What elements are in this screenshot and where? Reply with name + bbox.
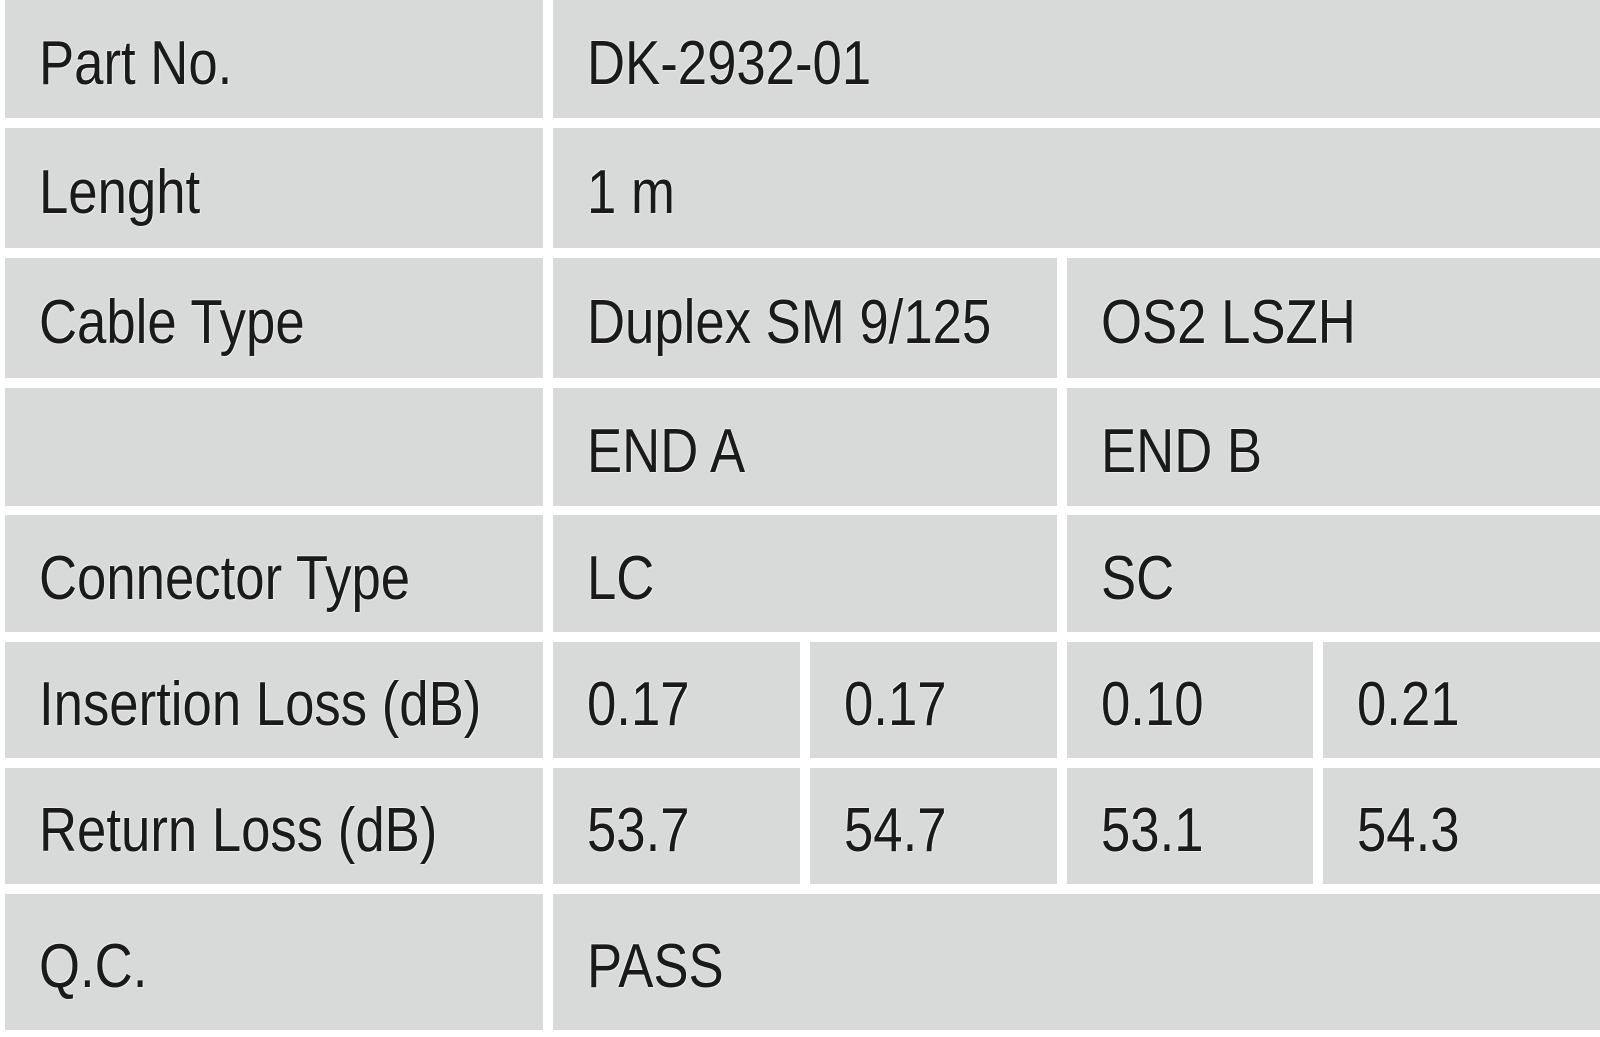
return-loss-end-a1: 53.7 bbox=[587, 796, 690, 865]
return-loss-end-a2-cell: 54.7 bbox=[810, 768, 1057, 884]
insertion-loss-end-a2: 0.17 bbox=[844, 670, 947, 739]
row-connector-type: Connector Type LC SC bbox=[5, 515, 1600, 632]
qc-label: Q.C. bbox=[39, 932, 148, 1001]
end-a-header: END A bbox=[587, 417, 746, 486]
return-loss-end-a1-cell: 53.7 bbox=[553, 768, 800, 884]
row-cable-type: Cable Type Duplex SM 9/125 OS2 LSZH bbox=[5, 258, 1600, 378]
end-b-header: END B bbox=[1101, 417, 1263, 486]
qc-status: PASS bbox=[587, 932, 724, 1001]
qc-value-cell: PASS bbox=[553, 894, 1600, 1030]
cable-type-value-b-cell: OS2 LSZH bbox=[1067, 258, 1600, 378]
row-length: Lenght 1 m bbox=[5, 128, 1600, 248]
cable-type-value-b: OS2 LSZH bbox=[1101, 288, 1356, 357]
connector-type-end-b-cell: SC bbox=[1067, 515, 1600, 632]
connector-type-end-a: LC bbox=[587, 543, 655, 613]
insertion-loss-label-cell: Insertion Loss (dB) bbox=[5, 642, 543, 758]
part-no-label-cell: Part No. bbox=[5, 0, 543, 118]
cable-type-value-a: Duplex SM 9/125 bbox=[587, 288, 992, 357]
insertion-loss-end-b1-cell: 0.10 bbox=[1067, 642, 1313, 758]
insertion-loss-end-a1: 0.17 bbox=[587, 670, 690, 739]
connector-type-label: Connector Type bbox=[39, 543, 411, 613]
row-insertion-loss: Insertion Loss (dB) 0.17 0.17 0.10 0.21 bbox=[5, 642, 1600, 758]
length-label-cell: Lenght bbox=[5, 128, 543, 248]
insertion-loss-label: Insertion Loss (dB) bbox=[39, 670, 482, 739]
return-loss-label-cell: Return Loss (dB) bbox=[5, 768, 543, 884]
row-part-no: Part No. DK-2932-01 bbox=[5, 0, 1600, 118]
end-b-header-cell: END B bbox=[1067, 388, 1600, 506]
connector-type-end-a-cell: LC bbox=[553, 515, 1057, 632]
connector-type-label-cell: Connector Type bbox=[5, 515, 543, 632]
row-ends-header: END A END B bbox=[5, 388, 1600, 506]
insertion-loss-end-a1-cell: 0.17 bbox=[553, 642, 800, 758]
part-no-label: Part No. bbox=[39, 29, 233, 98]
insertion-loss-end-b1: 0.10 bbox=[1101, 670, 1204, 739]
end-a-header-cell: END A bbox=[553, 388, 1057, 506]
insertion-loss-end-a2-cell: 0.17 bbox=[810, 642, 1057, 758]
length-value: 1 m bbox=[587, 158, 675, 227]
length-value-cell: 1 m bbox=[553, 128, 1600, 248]
return-loss-end-b2-cell: 54.3 bbox=[1323, 768, 1600, 884]
cable-type-label-cell: Cable Type bbox=[5, 258, 543, 378]
return-loss-end-b2: 54.3 bbox=[1357, 796, 1460, 865]
row-return-loss: Return Loss (dB) 53.7 54.7 53.1 54.3 bbox=[5, 768, 1600, 884]
return-loss-label: Return Loss (dB) bbox=[39, 796, 438, 865]
return-loss-end-a2: 54.7 bbox=[844, 796, 947, 865]
insertion-loss-end-b2-cell: 0.21 bbox=[1323, 642, 1600, 758]
insertion-loss-end-b2: 0.21 bbox=[1357, 670, 1460, 739]
qc-label-cell: Q.C. bbox=[5, 894, 543, 1030]
return-loss-end-b1: 53.1 bbox=[1101, 796, 1204, 865]
row-qc: Q.C. PASS bbox=[5, 894, 1600, 1030]
cable-type-label: Cable Type bbox=[39, 288, 305, 357]
cable-type-value-a-cell: Duplex SM 9/125 bbox=[553, 258, 1057, 378]
connector-type-end-b: SC bbox=[1101, 543, 1175, 613]
length-label: Lenght bbox=[39, 158, 201, 227]
return-loss-end-b1-cell: 53.1 bbox=[1067, 768, 1313, 884]
ends-header-empty-cell bbox=[5, 388, 543, 506]
part-no-value-cell: DK-2932-01 bbox=[553, 0, 1600, 118]
part-no-value: DK-2932-01 bbox=[587, 29, 872, 98]
